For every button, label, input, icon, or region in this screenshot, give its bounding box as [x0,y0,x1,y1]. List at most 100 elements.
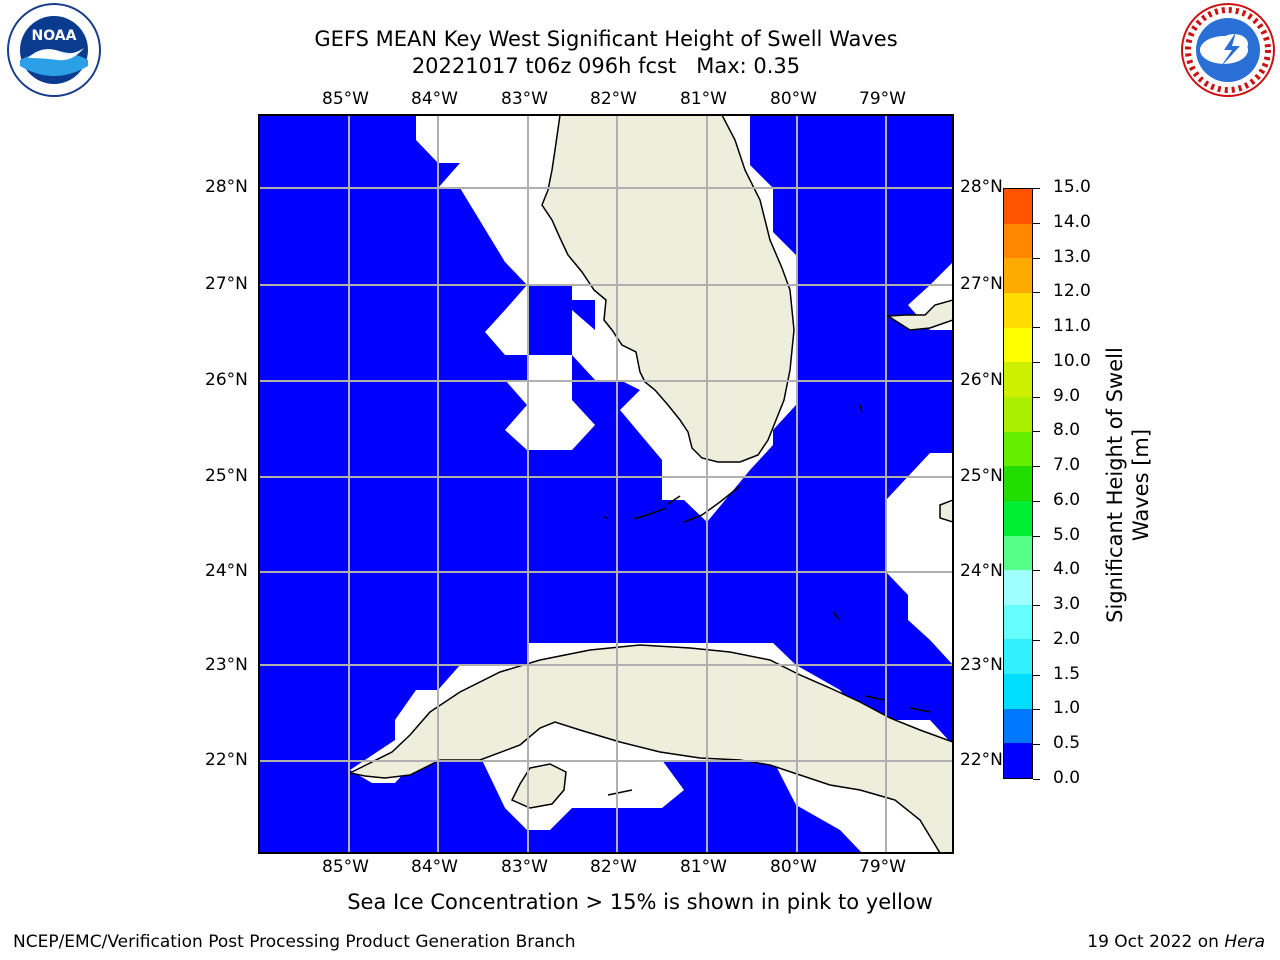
colorbar-tick-label: 1.0 [1053,698,1081,719]
noaa-logo-text: NOAA [32,28,77,44]
colorbar-tick-mark [1033,257,1040,259]
chart-title: GEFS MEAN Key West Significant Height of… [314,27,898,51]
colorbar-tick-mark [1033,431,1040,433]
colorbar-tick-label: 7.0 [1053,455,1081,476]
footer-date: 19 Oct 2022 on Hera [1087,932,1265,952]
colorbar-tick-label: 15.0 [1053,177,1091,197]
colorbar-segment [1004,674,1032,709]
lat-tick-right: 28°N [960,177,1003,197]
colorbar-tick-mark [1033,188,1040,189]
land-masses [347,115,953,853]
colorbar-tick-mark [1033,500,1040,502]
footer-host: Hera [1224,932,1265,952]
colorbar-tick-label: 11.0 [1053,316,1091,337]
lat-tick-right: 26°N [960,370,1003,390]
florida-keys [603,404,931,796]
lon-tick-top: 80°W [770,89,817,109]
colorbar-segment [1004,466,1032,501]
colorbar-segment [1004,189,1032,224]
lon-tick-bottom: 84°W [411,857,458,877]
colorbar-tick-mark [1033,466,1040,468]
florida-peninsula [541,115,795,463]
lon-tick-bottom: 81°W [680,857,727,877]
colorbar-segment [1004,258,1032,294]
colorbar-tick-mark [1033,396,1040,398]
footer-credit: NCEP/EMC/Verification Post Processing Pr… [13,932,576,952]
colorbar-tick-label: 8.0 [1053,420,1081,441]
colorbar-tick-mark [1033,744,1040,746]
colorbar-tick-label: 14.0 [1053,211,1091,232]
colorbar-tick-label: 12.0 [1053,281,1091,302]
lon-tick-bottom: 79°W [859,857,906,877]
colorbar-tick-mark [1033,605,1040,607]
colorbar-tick-label: 2.0 [1053,628,1081,649]
lat-tick-left: 26°N [205,370,248,390]
bahamas-island [885,299,953,331]
andros-island [939,499,953,523]
lat-tick-right: 24°N [960,561,1003,581]
graticule [259,115,953,853]
lon-tick-top: 81°W [680,89,727,109]
colorbar-segment [1004,639,1032,675]
lat-tick-left: 23°N [205,655,248,675]
lat-tick-left: 25°N [205,466,248,486]
lon-tick-top: 79°W [859,89,906,109]
colorbar [1003,188,1033,779]
colorbar-tick-mark [1033,292,1040,294]
colorbar-tick-label: 6.0 [1053,489,1081,510]
lon-tick-top: 83°W [501,89,548,109]
colorbar-tick-label: 13.0 [1053,246,1091,267]
lon-tick-top: 82°W [590,89,637,109]
colorbar-segment [1004,396,1032,432]
colorbar-tick-mark [1033,779,1040,780]
colorbar-tick-mark [1033,674,1040,676]
colorbar-tick-label: 1.5 [1053,663,1081,684]
lat-tick-left: 24°N [205,561,248,581]
colorbar-tick-label: 3.0 [1053,594,1081,615]
colorbar-segment [1004,327,1032,363]
colorbar-segment [1004,293,1032,328]
footer-date-text: 19 Oct 2022 on [1087,932,1225,952]
lat-tick-right: 22°N [960,750,1003,770]
colorbar-tick-label: 10.0 [1053,350,1091,371]
colorbar-tick-label: 4.0 [1053,559,1081,580]
colorbar-tick-label: 5.0 [1053,524,1081,545]
colorbar-segment [1004,431,1032,467]
colorbar-tick-label: 0.0 [1053,768,1081,788]
lat-tick-right: 25°N [960,466,1003,486]
lon-tick-bottom: 82°W [590,857,637,877]
colorbar-tick-mark [1033,361,1040,363]
noaa-logo: NOAA [7,3,101,97]
lon-tick-bottom: 83°W [501,857,548,877]
nws-logo [1181,3,1275,97]
colorbar-tick-mark [1033,639,1040,641]
colorbar-tick-mark [1033,709,1040,711]
colorbar-tick-mark [1033,222,1040,224]
colorbar-tick-label: 0.5 [1053,733,1081,754]
colorbar-segment [1004,362,1032,397]
colorbar-tick-mark [1033,535,1040,537]
colorbar-tick-mark [1033,327,1040,329]
colorbar-tick-mark [1033,570,1040,572]
colorbar-segment [1004,743,1032,778]
colorbar-segment [1004,570,1032,605]
lat-tick-right: 23°N [960,655,1003,675]
lon-tick-bottom: 80°W [770,857,817,877]
lon-tick-bottom: 85°W [322,857,369,877]
sea-ice-note: Sea Ice Concentration > 15% is shown in … [347,890,933,914]
colorbar-tick-label: 9.0 [1053,385,1081,406]
map-frame [258,114,954,854]
colorbar-segment [1004,535,1032,571]
lon-tick-top: 84°W [411,89,458,109]
colorbar-segment [1004,500,1032,536]
colorbar-segment [1004,604,1032,640]
chart-subtitle: 20221017 t06z 096h fcst Max: 0.35 [411,54,801,78]
colorbar-segment [1004,708,1032,744]
lat-tick-left: 28°N [205,177,248,197]
lat-tick-left: 27°N [205,274,248,294]
isla-de-la-juventud [510,763,567,809]
lon-tick-top: 85°W [322,89,369,109]
lat-tick-right: 27°N [960,274,1003,294]
colorbar-segment [1004,223,1032,259]
